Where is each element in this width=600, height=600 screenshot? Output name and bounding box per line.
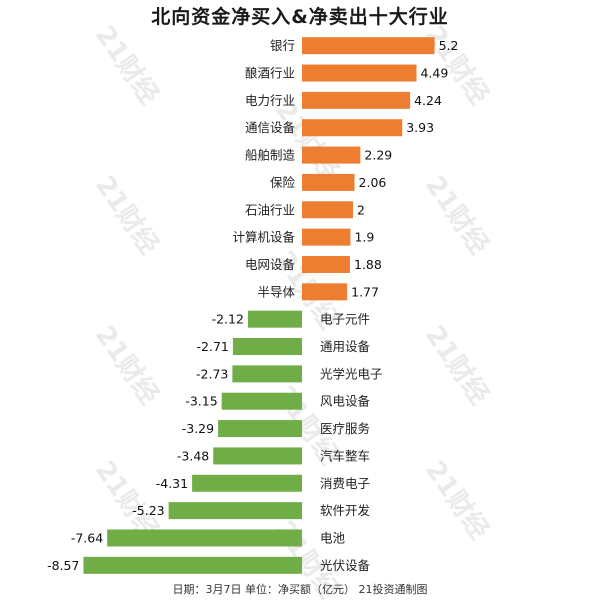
- watermark-text: 21财经: [419, 455, 495, 545]
- bar: [213, 447, 302, 465]
- value-label: 3.93: [406, 120, 434, 135]
- watermark-text: 21财经: [89, 320, 165, 410]
- value-label: -2.73: [196, 366, 228, 381]
- bar: [302, 255, 350, 273]
- category-label: 船舶制造: [245, 148, 296, 163]
- category-label: 保险: [270, 175, 296, 190]
- category-label: 通信设备: [245, 120, 296, 135]
- category-label: 光学光电子: [320, 366, 383, 381]
- value-label: -2.71: [197, 339, 229, 354]
- value-label: 1.77: [351, 284, 379, 299]
- bar: [168, 502, 302, 520]
- bar: [192, 474, 302, 492]
- labels-layer: 银行 5.2 酿酒行业 4.49 电力行业 4.24 通信设备 3.93 船舶制造 2.29 保险 2…: [47, 38, 458, 573]
- category-label: 石油行业: [245, 202, 295, 217]
- bar: [83, 556, 302, 574]
- chart-title: 北向资金净买入&净卖出十大行业: [151, 6, 449, 28]
- bar: [302, 146, 361, 164]
- bar: [218, 420, 302, 438]
- bar: [302, 37, 435, 55]
- category-label: 计算机设备: [232, 230, 295, 245]
- category-label: 风电设备: [320, 394, 371, 409]
- value-label: 4.24: [414, 93, 442, 108]
- value-label: -7.64: [71, 530, 103, 545]
- category-label: 医疗服务: [320, 421, 370, 436]
- value-label: -4.31: [156, 476, 188, 491]
- watermark-text: 21财经: [89, 170, 165, 260]
- bars-layer: [83, 37, 435, 574]
- category-label: 汽车整车: [320, 448, 370, 463]
- category-label: 电力行业: [245, 93, 295, 108]
- category-label: 光伏设备: [320, 558, 371, 573]
- category-label: 电网设备: [245, 257, 296, 272]
- category-label: 通用设备: [320, 339, 371, 354]
- bar: [232, 338, 302, 356]
- bar: [302, 91, 411, 109]
- value-label: 2.06: [359, 175, 387, 190]
- value-label: -3.48: [177, 448, 209, 463]
- value-label: -8.57: [47, 558, 79, 573]
- bar: [302, 228, 351, 246]
- watermark-text: 21财经: [419, 170, 495, 260]
- bar: [302, 64, 417, 82]
- category-label: 电池: [320, 530, 346, 545]
- value-label: 1.9: [354, 230, 374, 245]
- bar: [302, 119, 403, 137]
- value-label: 1.88: [354, 257, 382, 272]
- bar: [232, 365, 302, 383]
- value-label: -2.12: [212, 312, 244, 327]
- bar: [302, 201, 353, 219]
- value-label: -3.29: [182, 421, 214, 436]
- category-label: 软件开发: [320, 503, 371, 518]
- chart-footer: 日期：3月7日 单位：净买额（亿元） 21投资通制图: [172, 583, 428, 596]
- bar: [302, 173, 355, 191]
- category-label: 酿酒行业: [245, 66, 295, 81]
- category-label: 消费电子: [320, 476, 370, 491]
- watermark-text: 21财经: [89, 20, 165, 110]
- watermark-text: 21财经: [419, 320, 495, 410]
- bar: [302, 283, 348, 301]
- category-label: 半导体: [257, 284, 295, 299]
- bar: [247, 310, 302, 328]
- value-label: -3.15: [185, 394, 217, 409]
- value-label: 2: [357, 202, 365, 217]
- value-label: -5.23: [132, 503, 164, 518]
- value-label: 4.49: [420, 66, 448, 81]
- bar: [107, 529, 303, 547]
- value-label: 5.2: [439, 38, 459, 53]
- category-label: 银行: [270, 38, 295, 53]
- bar: [221, 392, 302, 410]
- category-label: 电子元件: [320, 312, 370, 327]
- value-label: 2.29: [364, 148, 392, 163]
